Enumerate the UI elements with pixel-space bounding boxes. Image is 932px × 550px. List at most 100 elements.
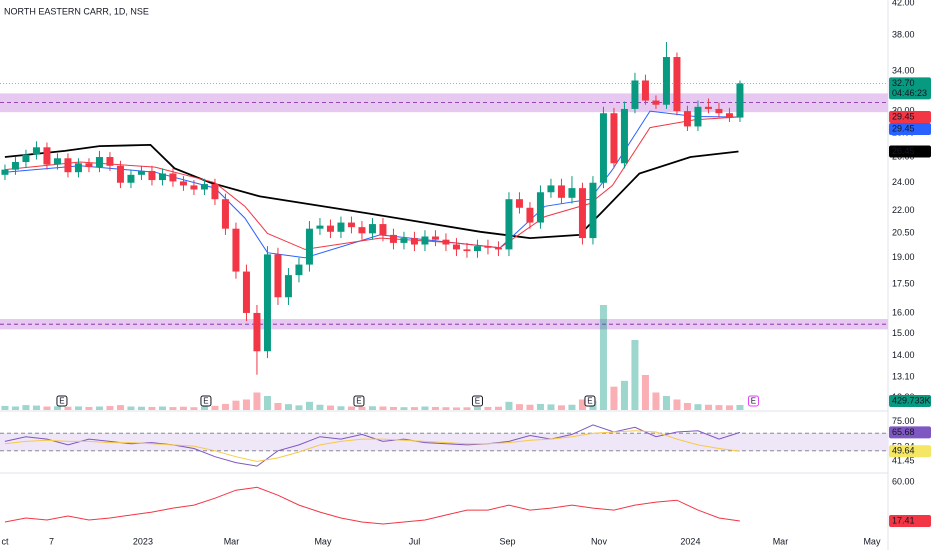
x-tick-label: Jul (409, 536, 421, 546)
price-badge (889, 394, 931, 407)
y-tick-label: 16.00 (892, 307, 915, 317)
volume-bar (43, 406, 51, 410)
candle-body (589, 182, 597, 239)
volume-bar (715, 405, 723, 410)
candle-body (179, 181, 187, 186)
countdown: 04:46:23 (892, 88, 927, 98)
candle-body (652, 100, 660, 105)
y-tick-label: 41.45 (892, 455, 915, 465)
price-badge-label: 29.45 (892, 111, 915, 121)
volume-bar (484, 406, 492, 410)
volume-bar (284, 404, 292, 410)
volume-bar (158, 406, 166, 410)
candle-body (557, 185, 565, 198)
volume-bar (64, 406, 72, 410)
volume-bar (179, 406, 187, 410)
event-label: E (203, 397, 208, 406)
x-tick-label: ct (1, 536, 9, 546)
candle-body (442, 239, 450, 245)
volume-bar (22, 405, 30, 410)
candle-body (431, 236, 439, 240)
volume-bar (263, 396, 271, 410)
candle-body (316, 225, 324, 229)
candle-body (1, 169, 9, 175)
volume-bar (85, 406, 93, 410)
volume-bar (599, 305, 607, 410)
price-badge-label: 429.733K (892, 395, 931, 405)
volume-bar (442, 407, 450, 410)
volume-bar (631, 340, 639, 410)
event-marker (584, 395, 596, 407)
volume-bar (53, 406, 61, 410)
volume-bar (137, 406, 145, 410)
candle-body (421, 236, 429, 245)
volume-bar (694, 404, 702, 410)
event-label: E (356, 397, 361, 406)
candle-body (673, 57, 681, 112)
candle-body (505, 199, 513, 250)
price-badge (889, 145, 931, 158)
candle-body (662, 57, 670, 105)
candle-body (494, 247, 502, 250)
series-line (4, 430, 740, 462)
candle-body (242, 271, 250, 313)
candle-body (22, 154, 30, 163)
volume-bar (463, 407, 471, 410)
candle-body (704, 106, 712, 109)
volume-bar (641, 375, 649, 410)
volume-bar (526, 404, 534, 410)
y-tick-label: 30.00 (892, 105, 915, 115)
volume-bar (221, 403, 229, 410)
volume-bar (347, 406, 355, 410)
volume-bar (547, 404, 555, 410)
volume-bar (568, 404, 576, 410)
x-tick-label: 2023 (133, 536, 153, 546)
candle-body (599, 113, 607, 183)
x-tick-label: 2024 (680, 536, 700, 546)
volume-bar (295, 405, 303, 410)
y-tick-label: 42.00 (892, 0, 915, 7)
candle-body (200, 184, 208, 190)
price-badge-label: 65.68 (892, 427, 915, 437)
x-tick-label: 7 (49, 536, 54, 546)
volume-bar (400, 407, 408, 410)
volume-bar (316, 404, 324, 410)
volume-bar (11, 406, 19, 410)
volume-bar (410, 407, 418, 410)
price-badge (889, 426, 931, 439)
volume-bar (421, 406, 429, 410)
volume-bar (652, 392, 660, 410)
x-tick-label: Sep (499, 536, 515, 546)
volume-bar (610, 386, 618, 410)
y-tick-label: 13.10 (892, 372, 915, 382)
event-marker (471, 395, 483, 407)
candle-body (32, 147, 40, 155)
price-badge (889, 514, 931, 527)
candle-body (85, 163, 93, 168)
y-tick-label: 19.00 (892, 252, 915, 262)
candle-body (326, 225, 334, 232)
volume-bar (452, 407, 460, 410)
candle-body (400, 238, 408, 243)
volume-bar (242, 399, 250, 410)
chart-title: NORTH EASTERN CARR, 1D, NSE (4, 6, 149, 16)
event-marker (353, 395, 365, 407)
candle-body (148, 170, 156, 181)
candle-body (95, 157, 103, 168)
candle-body (116, 165, 124, 183)
candle-body (631, 80, 639, 109)
volume-bar (736, 404, 744, 410)
y-tick-label: 15.00 (892, 328, 915, 338)
candle-body (410, 238, 418, 245)
x-tick-label: Mar (224, 536, 240, 546)
candle-body (137, 170, 145, 175)
candle-body (452, 244, 460, 250)
candle-body (526, 207, 534, 223)
event-label: E (59, 397, 64, 406)
candle-body (169, 173, 177, 182)
candle-body (74, 163, 82, 173)
candle-body (337, 222, 345, 232)
volume-bar (389, 406, 397, 410)
candle-body (389, 234, 397, 243)
